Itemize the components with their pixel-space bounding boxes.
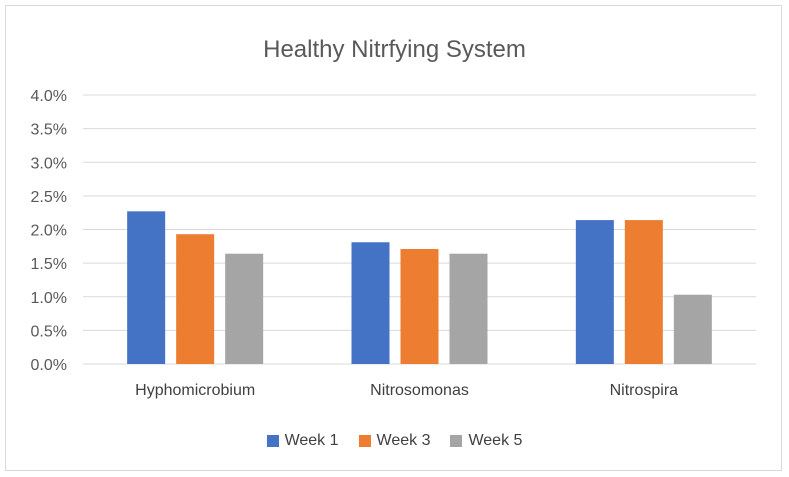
- y-tick-label: 3.5%: [31, 122, 67, 139]
- y-tick-label: 3.0%: [31, 155, 67, 172]
- bar-week-1-hyphomicrobium: [127, 211, 166, 364]
- bar-week-3-hyphomicrobium: [176, 234, 215, 364]
- y-tick-label: 2.0%: [31, 223, 67, 240]
- bar-week-5-nitrosomonas: [449, 253, 488, 364]
- legend-item: Week 1: [266, 432, 339, 450]
- bar-week-5-hyphomicrobium: [225, 253, 264, 364]
- legend-label: Week 5: [468, 432, 523, 449]
- chart-svg: 0.0% 0.5% 1.0% 1.5% 2.0% 2.5% 3.0% 3.5% 4.0% Hyph…: [31, 88, 756, 399]
- y-tick-label: 2.5%: [31, 189, 67, 206]
- legend-item: Week 5: [450, 432, 522, 450]
- legend-swatch: [358, 435, 371, 447]
- y-tick-label: 0.5%: [31, 323, 67, 340]
- chart-frame: Healthy Nitrfying System 0.0% 0.5% 1.0% 1.5…: [5, 5, 782, 471]
- y-tick-label: 4.0%: [31, 88, 67, 105]
- y-tick-label: 0.0%: [31, 357, 67, 374]
- y-tick-label: 1.5%: [31, 256, 67, 273]
- bar-week-5-nitrospira: [673, 294, 712, 364]
- bar-week-1-nitrospira: [575, 220, 614, 364]
- legend-label: Week 3: [376, 432, 431, 449]
- legend-swatch: [266, 435, 279, 447]
- x-category-label: Hyphomicrobium: [135, 382, 255, 399]
- chart-legend: Week 1 Week 3 Week 5: [6, 432, 783, 450]
- y-tick-label: 1.0%: [31, 290, 67, 307]
- chart-title: Healthy Nitrfying System: [263, 36, 526, 63]
- legend-swatch: [450, 435, 463, 447]
- x-category-label: Nitrospira: [610, 382, 679, 399]
- legend-item: Week 3: [358, 432, 431, 450]
- bar-week-3-nitrospira: [624, 220, 663, 364]
- bar-week-1-nitrosomonas: [351, 242, 390, 364]
- bar-week-3-nitrosomonas: [400, 249, 439, 364]
- legend-label: Week 1: [284, 432, 339, 449]
- x-category-label: Nitrosomonas: [370, 382, 469, 399]
